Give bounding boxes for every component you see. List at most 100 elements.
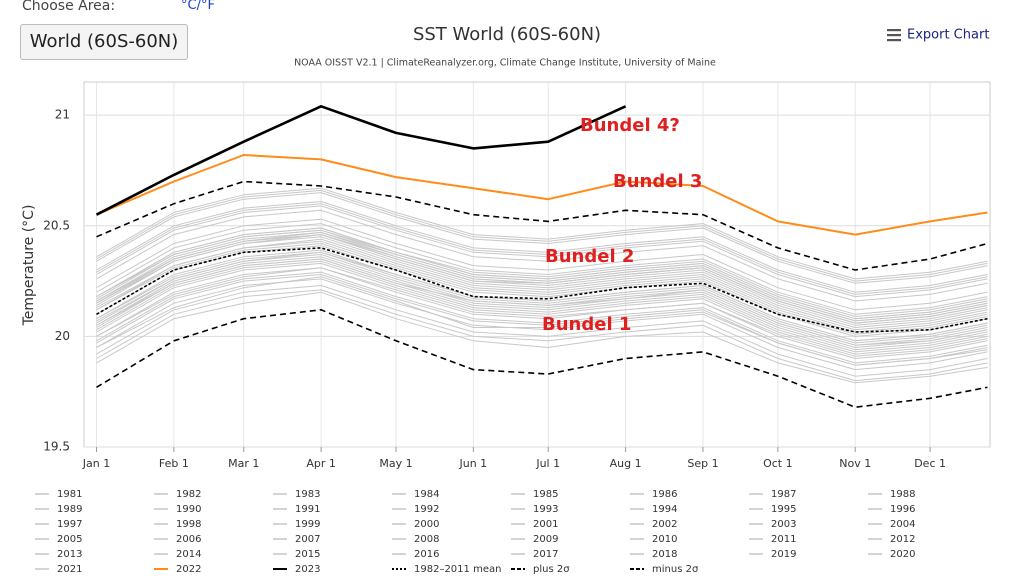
menu-icon	[887, 29, 901, 32]
plot-border	[83, 81, 991, 448]
legend-label[interactable]: 1982	[176, 489, 201, 500]
legend-label[interactable]: 1985	[533, 489, 558, 500]
legend-label[interactable]: 2002	[652, 519, 677, 530]
annotation: Bundel 1	[542, 314, 631, 335]
legend-label[interactable]: 1984	[414, 489, 439, 500]
legend-label[interactable]: 2019	[771, 549, 796, 560]
chart-subtitle: NOAA OISST V2.1 | ClimateReanalyzer.org,…	[294, 58, 716, 69]
legend-label[interactable]: 1999	[295, 519, 320, 530]
series-line	[96, 201, 988, 293]
legend-label[interactable]: minus 2σ	[652, 564, 699, 575]
series-line	[96, 154, 988, 236]
series-line	[96, 223, 988, 315]
x-tick-label: Jan 1	[82, 457, 110, 470]
menu-icon	[887, 34, 901, 37]
legend-label[interactable]: 2006	[176, 534, 201, 545]
legend-label[interactable]: 1992	[414, 504, 439, 515]
x-tick-label: Mar 1	[228, 457, 259, 470]
legend-label[interactable]: 2023	[295, 564, 320, 575]
area-button[interactable]: World (60S-60N)	[20, 24, 188, 60]
series-line	[96, 291, 988, 384]
legend-label[interactable]: 1997	[57, 519, 82, 530]
legend-label[interactable]: 2012	[890, 534, 915, 545]
annotation: Bundel 3	[613, 171, 702, 192]
series-line	[96, 260, 988, 353]
export-label[interactable]: Export Chart	[907, 28, 989, 43]
legend-label[interactable]: 2015	[295, 549, 320, 560]
x-tick-label: Apr 1	[306, 457, 336, 470]
legend-label[interactable]: 1981	[57, 489, 82, 500]
legend-label[interactable]: plus 2σ	[533, 564, 570, 575]
legend-label[interactable]: 2000	[414, 519, 439, 530]
series-line	[96, 218, 988, 311]
legend-label[interactable]: 1996	[890, 504, 915, 515]
legend-label[interactable]: 1995	[771, 504, 796, 515]
legend-label[interactable]: 2001	[533, 519, 558, 530]
series-line	[96, 227, 988, 320]
unit-toggle[interactable]: °C/°F	[181, 0, 215, 13]
legend-label[interactable]: 1989	[57, 504, 82, 515]
x-tick-label: Jun 1	[459, 457, 488, 470]
legend-label[interactable]: 1998	[176, 519, 201, 530]
series-line	[96, 278, 988, 371]
legend-label[interactable]: 1991	[295, 504, 320, 515]
legend-label[interactable]: 2010	[652, 534, 677, 545]
series-line	[96, 256, 988, 348]
legend-label[interactable]: 1987	[771, 489, 796, 500]
series-line	[96, 271, 988, 364]
x-tick-label: Jul 1	[535, 457, 560, 470]
series-line	[96, 180, 988, 271]
series-line	[96, 262, 988, 355]
y-axis-label: Temperature (°C)	[21, 205, 37, 327]
legend-label[interactable]: 2005	[57, 534, 82, 545]
x-tick-label: Aug 1	[610, 457, 642, 470]
x-tick-label: Dec 1	[914, 457, 946, 470]
legend-label[interactable]: 2004	[890, 519, 915, 530]
series-line	[96, 267, 988, 357]
legend-label[interactable]: 1982–2011 mean	[414, 564, 501, 575]
series-line	[96, 234, 988, 324]
legend-label[interactable]: 2022	[176, 564, 201, 575]
legend-label[interactable]: 1988	[890, 489, 915, 500]
legend-label[interactable]: 2008	[414, 534, 439, 545]
legend-label[interactable]: 1986	[652, 489, 677, 500]
series-line	[96, 251, 988, 342]
annotation: Bundel 4?	[580, 115, 680, 136]
x-tick-label: Feb 1	[159, 457, 189, 470]
x-tick-label: Oct 1	[763, 457, 793, 470]
series-line	[96, 205, 988, 298]
legend-label[interactable]: 2021	[57, 564, 82, 575]
legend-label[interactable]: 2009	[533, 534, 558, 545]
export-button[interactable]: Export Chart	[887, 28, 989, 43]
x-tick-label: May 1	[379, 457, 412, 470]
series-line	[96, 309, 988, 408]
legend-label[interactable]: 2014	[176, 549, 201, 560]
series-line	[96, 238, 988, 331]
series-line	[96, 203, 988, 295]
series-line	[96, 187, 988, 280]
legend-label[interactable]: 2017	[533, 549, 558, 560]
legend-label[interactable]: 2011	[771, 534, 796, 545]
series-line	[96, 209, 988, 302]
chart-title: SST World (60S-60N)	[413, 24, 601, 45]
legend-label[interactable]: 2003	[771, 519, 796, 530]
legend-label[interactable]: 2007	[295, 534, 320, 545]
series-line	[96, 247, 988, 333]
legend-label[interactable]: 2016	[414, 549, 439, 560]
legend-label[interactable]: 1994	[652, 504, 677, 515]
menu-icon	[887, 39, 901, 42]
series-line	[96, 236, 988, 328]
series-line	[96, 189, 988, 282]
series-line	[96, 289, 988, 382]
legend-label[interactable]: 2013	[57, 549, 82, 560]
legend-label[interactable]: 2020	[890, 549, 915, 560]
annotation: Bundel 2	[545, 246, 634, 267]
legend-label[interactable]: 1983	[295, 489, 320, 500]
y-tick-label: 19.5	[43, 440, 70, 454]
series-line	[96, 243, 988, 335]
series-line	[96, 258, 988, 346]
legend-label[interactable]: 2018	[652, 549, 677, 560]
legend-label[interactable]: 1993	[533, 504, 558, 515]
legend-label[interactable]: 1990	[176, 504, 201, 515]
